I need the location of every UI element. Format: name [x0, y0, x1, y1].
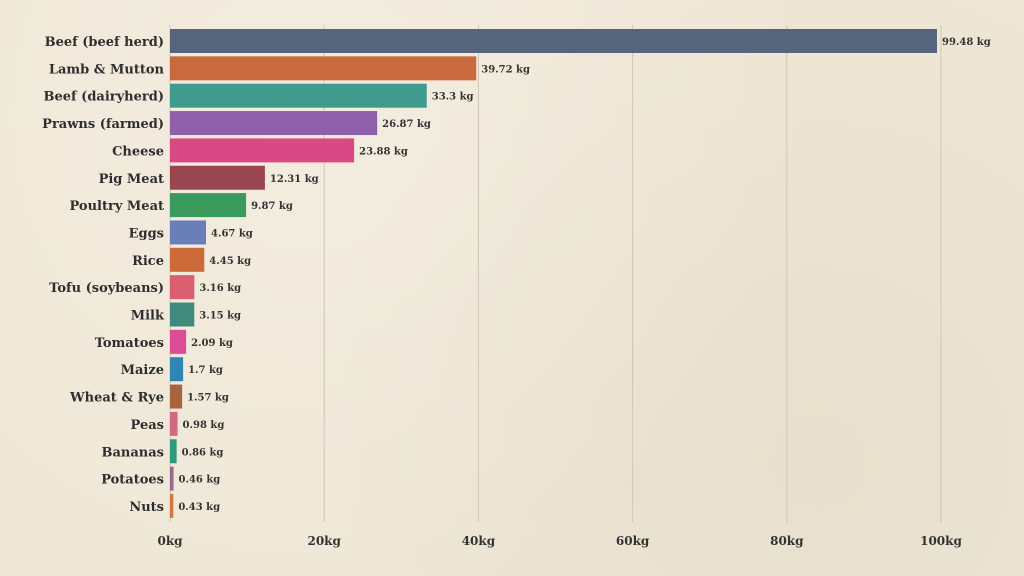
grid-layer [169, 25, 942, 522]
value-label: 99.48 kg [942, 37, 991, 48]
value-label: 1.7 kg [188, 365, 223, 376]
bar [170, 83, 427, 108]
category-label: Tofu (soybeans) [49, 281, 164, 296]
value-label: 9.87 kg [251, 201, 293, 212]
value-labels: 99.48 kg 39.72 kg 33.3 kg 26.87 kg 23.88 kg 1… [178, 37, 990, 513]
category-label: Beef (beef herd) [45, 35, 164, 50]
x-tick-label: 80kg [770, 534, 804, 548]
bar-layer [170, 29, 937, 518]
value-label: 0.86 kg [182, 447, 224, 458]
category-label: Poultry Meat [69, 199, 164, 214]
x-tick-label: 60kg [616, 534, 650, 548]
category-labels: Beef (beef herd) Lamb & Mutton Beef (dairy… [42, 35, 165, 515]
category-label: Nuts [129, 500, 164, 515]
bar [170, 411, 178, 436]
category-label: Wheat & Rye [69, 391, 164, 406]
bar [170, 275, 195, 300]
category-label: Lamb & Mutton [49, 62, 165, 77]
bar [170, 357, 184, 382]
value-label: 0.43 kg [178, 502, 220, 513]
bar [170, 466, 174, 491]
value-label: 0.98 kg [183, 420, 225, 431]
bar [170, 329, 187, 354]
category-label: Prawns (farmed) [42, 117, 164, 132]
bar [170, 493, 174, 518]
x-tick-label: 40kg [462, 534, 496, 548]
category-label: Cheese [112, 144, 164, 159]
x-tick-label: 0kg [157, 534, 183, 548]
bar [170, 247, 205, 272]
category-label: Maize [121, 363, 164, 378]
value-label: 4.45 kg [209, 256, 251, 267]
bar [170, 138, 355, 163]
bar [170, 193, 247, 218]
value-label: 0.46 kg [179, 475, 221, 486]
bar [170, 56, 477, 81]
value-label: 26.87 kg [382, 119, 431, 130]
category-label: Peas [131, 418, 164, 433]
category-label: Eggs [129, 226, 164, 241]
category-label: Potatoes [101, 473, 164, 488]
x-tick-label: 100kg [920, 534, 962, 548]
bar [170, 165, 265, 190]
category-label: Bananas [102, 445, 164, 460]
bar [170, 384, 183, 409]
bar [170, 220, 207, 245]
value-label: 2.09 kg [191, 338, 233, 349]
value-label: 1.57 kg [187, 393, 229, 404]
value-label: 39.72 kg [481, 64, 530, 75]
category-label: Milk [131, 309, 165, 324]
value-label: 3.15 kg [199, 311, 241, 322]
x-axis-tick-labels: 0kg 20kg 40kg 60kg 80kg 100kg [157, 534, 962, 548]
category-label: Tomatoes [95, 336, 164, 351]
bar [170, 439, 177, 464]
category-label: Pig Meat [99, 172, 164, 187]
bar [170, 29, 937, 53]
category-label: Rice [132, 254, 164, 269]
category-label: Beef (dairyherd) [44, 90, 164, 105]
value-label: 4.67 kg [211, 228, 253, 239]
value-label: 33.3 kg [432, 92, 474, 103]
value-label: 23.88 kg [359, 146, 408, 157]
value-label: 3.16 kg [199, 283, 241, 294]
x-tick-label: 20kg [307, 534, 341, 548]
value-label: 12.31 kg [270, 174, 319, 185]
bar [170, 111, 378, 136]
bar [170, 302, 195, 327]
